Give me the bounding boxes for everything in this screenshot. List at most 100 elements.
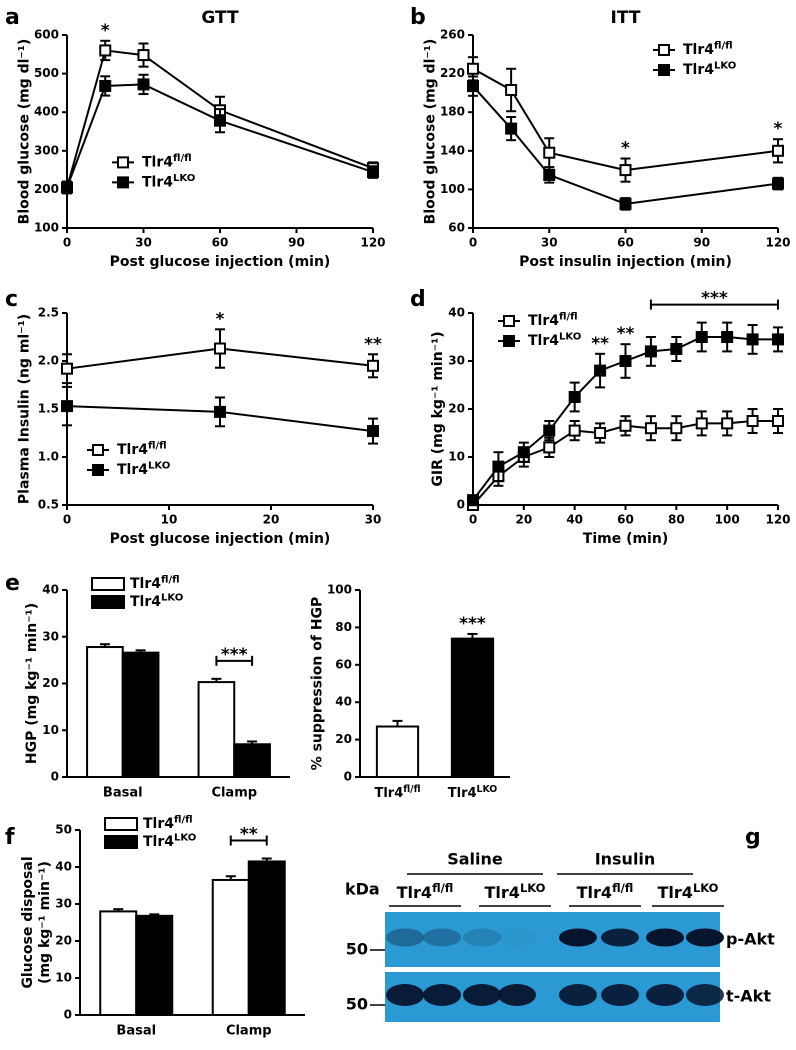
bar [99, 910, 138, 1017]
significance: * [774, 119, 783, 139]
marker [543, 424, 556, 437]
x-tick-label: 30 [135, 236, 152, 250]
y-tick-label: 100 [327, 583, 352, 597]
y-tick-label: 0 [457, 498, 465, 512]
x-tick-label: 0 [469, 236, 477, 250]
x-axis-label: Post insulin injection (min) [519, 254, 732, 270]
y-tick-label: 200 [34, 182, 59, 196]
legend-label: Tlr4LKO [142, 173, 196, 191]
marker [61, 181, 73, 194]
protein-label: t-Akt [726, 987, 771, 1006]
marker [99, 79, 112, 92]
y-tick-label: 20 [55, 934, 72, 948]
x-tick-label: 0 [63, 236, 71, 250]
y-tick-label: 260 [440, 28, 465, 42]
x-tick-label: 60 [617, 236, 634, 250]
x-tick-label: 30 [365, 513, 382, 527]
blot-band [423, 928, 461, 947]
x-tick-label: 90 [288, 236, 305, 250]
marker [367, 359, 379, 372]
y-tick-label: 20 [335, 732, 352, 746]
y-tick-label: 10 [448, 450, 465, 464]
y-tick-label: 0 [344, 770, 352, 784]
legend-label: Tlr4fl/fl [130, 574, 180, 592]
marker [746, 333, 759, 346]
marker [467, 62, 479, 75]
y-tick-label: 0.5 [38, 498, 59, 512]
marker [644, 345, 657, 358]
marker [367, 425, 379, 438]
x-tick-label: 120 [360, 236, 385, 250]
blot-band [423, 984, 461, 1006]
y-tick-label: 180 [440, 105, 465, 119]
legend-label: Tlr4fl/fl [142, 153, 192, 171]
marker [61, 362, 73, 375]
group-label: Insulin [595, 850, 656, 869]
marker [695, 417, 708, 430]
marker [772, 415, 784, 427]
x-tick-label: Basal [103, 786, 143, 801]
y-tick-label: 40 [55, 860, 72, 874]
legend-swatch [104, 817, 138, 831]
y-tick-label: 500 [34, 66, 59, 80]
significance: *** [701, 289, 728, 309]
legend-label: Tlr4fl/fl [117, 440, 167, 458]
legend-swatch [91, 577, 125, 591]
x-tick-label: Clamp [226, 1024, 272, 1039]
marker [543, 441, 556, 454]
panel-label: f [5, 825, 15, 850]
y-axis-label: Plasma Insulin (ng ml⁻¹) [17, 314, 33, 504]
bar [375, 725, 420, 779]
significance: * [621, 139, 630, 159]
blot-band [601, 928, 639, 947]
marker [619, 355, 632, 367]
marker [214, 342, 226, 355]
y-tick-label: 10 [55, 971, 72, 985]
y-axis-label: GIR (mg kg⁻¹ min⁻¹) [430, 331, 446, 486]
blot-band [498, 984, 536, 1006]
blot-band [559, 984, 597, 1006]
blot-band [386, 984, 424, 1006]
x-tick-label: 20 [515, 513, 532, 527]
marker [61, 400, 73, 413]
legend-label: Tlr4fl/fl [528, 311, 578, 329]
lane-label: Tlr4LKO [658, 880, 719, 901]
x-tick-label: 80 [668, 513, 685, 527]
lane-label: Tlr4LKO [485, 880, 546, 901]
marker [92, 444, 104, 456]
bar [197, 681, 236, 778]
x-tick-label: 0 [63, 513, 71, 527]
marker [568, 391, 581, 403]
marker [543, 146, 556, 159]
bar [247, 860, 286, 1017]
significance: * [216, 309, 225, 329]
y-tick-label: 30 [42, 629, 59, 643]
y-tick-label: 0 [64, 1008, 72, 1022]
significance: * [101, 21, 110, 41]
marker [772, 177, 784, 190]
y-tick-label: 140 [440, 143, 465, 157]
y-tick-label: 2.5 [38, 306, 59, 320]
y-axis-label: Blood glucose (mg dl⁻¹) [17, 39, 33, 225]
bar [86, 646, 124, 778]
x-axis-label: Post glucose injection (min) [110, 254, 331, 270]
y-tick-label: 100 [34, 221, 59, 235]
marker-label: 50 [346, 940, 368, 959]
marker [658, 64, 670, 76]
marker [517, 446, 530, 459]
x-tick-label: 0 [469, 513, 477, 527]
y-axis-label: Blood glucose (mg dl⁻¹) [423, 39, 439, 225]
marker [670, 422, 683, 435]
y-axis-label: Glucose disposal [20, 856, 36, 988]
marker-label: 50 [346, 995, 368, 1014]
marker [619, 197, 632, 210]
marker [594, 427, 607, 439]
blot-band [686, 928, 724, 947]
x-tick-label: 90 [693, 236, 710, 250]
x-tick-label: Basal [116, 1024, 156, 1039]
bar [450, 637, 495, 778]
marker [214, 114, 226, 127]
